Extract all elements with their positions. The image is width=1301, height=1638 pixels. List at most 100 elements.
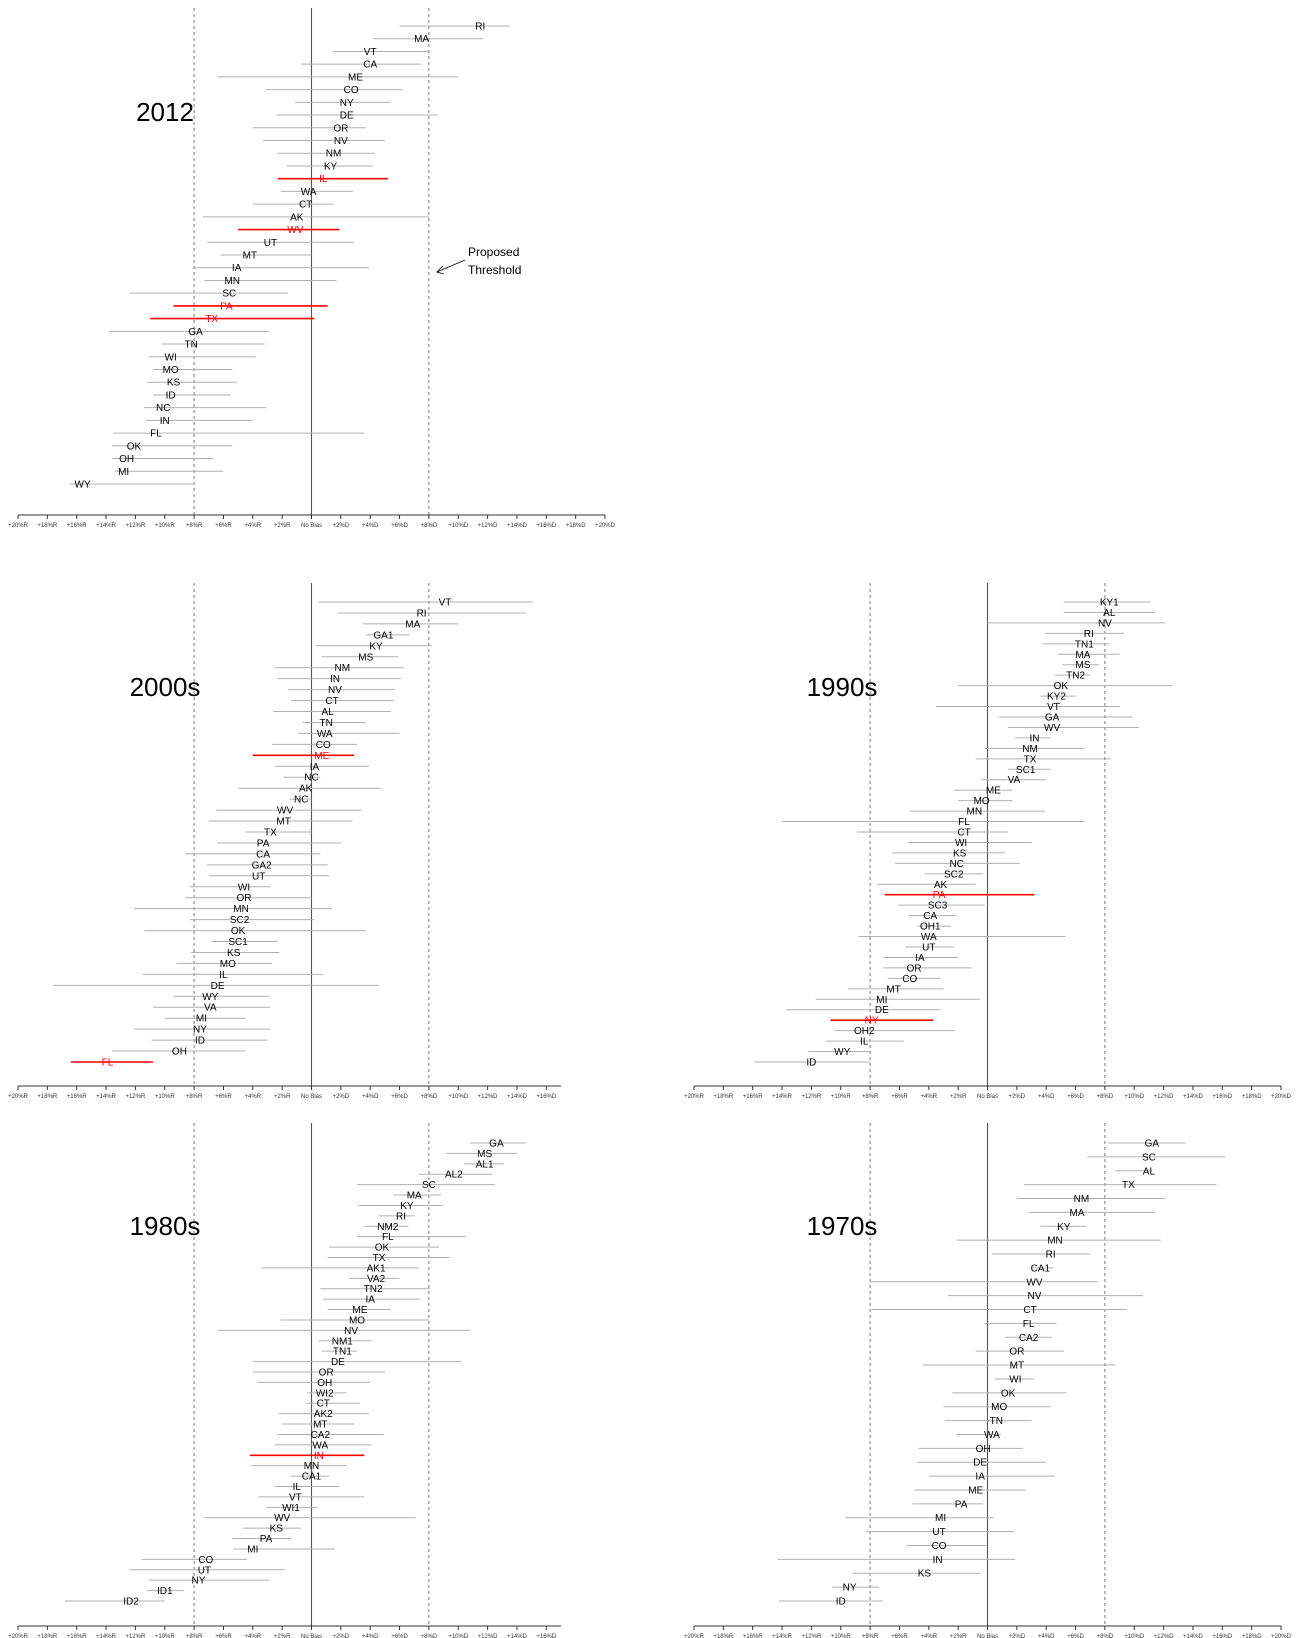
x-tick-label: +8%D (421, 1094, 438, 1100)
state-label-me: ME (986, 786, 1001, 797)
state-label-mo: MO (220, 959, 236, 970)
state-label-ut: UT (922, 943, 935, 954)
state-label-al: AL (1143, 1166, 1156, 1177)
state-label-tx: TX (1024, 754, 1037, 765)
state-label-co: CO (316, 740, 331, 751)
x-tick-label: +12%D (478, 1094, 499, 1100)
state-label-ri: RI (417, 608, 427, 619)
state-label-wa: WA (312, 1440, 328, 1451)
state-label-ks: KS (227, 948, 241, 959)
x-tick-label: +12%R (801, 1634, 822, 1638)
state-label-fl: FL (102, 1058, 114, 1069)
x-tick-label: +14%R (96, 1094, 117, 1100)
state-label-mn: MN (967, 807, 983, 818)
state-label-co: CO (344, 85, 359, 96)
state-label-nc: NC (304, 773, 318, 784)
state-label-wi: WI (165, 352, 177, 363)
state-label-ca2: CA2 (1019, 1333, 1039, 1344)
state-label-ct: CT (317, 1399, 330, 1410)
state-label-tn1: TN1 (1075, 639, 1094, 650)
x-tick-label: +6%R (215, 1094, 232, 1100)
x-tick-label: +6%R (215, 523, 232, 529)
x-tick-label: +12%D (1154, 1634, 1175, 1638)
state-label-ri: RI (475, 22, 485, 33)
x-tick-label: No Bias (301, 1634, 322, 1638)
state-label-or: OR (333, 123, 348, 134)
x-tick-label: +8%R (186, 1634, 203, 1638)
state-label-ks: KS (953, 848, 967, 859)
state-label-ri: RI (1046, 1250, 1056, 1261)
state-label-va2: VA2 (367, 1274, 386, 1285)
x-tick-label: +10%R (155, 523, 176, 529)
x-tick-label: +6%D (391, 1634, 408, 1638)
state-label-mt: MT (313, 1420, 327, 1431)
x-tick-label: +12%R (125, 523, 146, 529)
state-label-ct: CT (1023, 1305, 1036, 1316)
state-label-ca: CA (923, 911, 937, 922)
state-label-nm: NM (335, 663, 351, 674)
state-label-ms: MS (477, 1149, 492, 1160)
x-tick-label: +2%D (333, 523, 350, 529)
x-tick-label: +4%D (362, 1634, 379, 1638)
state-label-ut: UT (198, 1565, 211, 1576)
x-tick-label: +16%R (743, 1634, 764, 1638)
x-tick-label: +10%D (448, 1094, 469, 1100)
state-label-ga2: GA2 (252, 860, 272, 871)
state-label-fl: FL (1023, 1319, 1035, 1330)
state-label-mt: MT (276, 817, 290, 828)
annotation-text: Threshold (468, 263, 521, 277)
x-tick-label: +16%D (1212, 1634, 1233, 1638)
x-tick-label: +10%R (155, 1094, 176, 1100)
state-label-nm: NM (1022, 744, 1038, 755)
x-tick-label: +4%R (245, 523, 262, 529)
state-label-ky2: KY2 (1047, 692, 1066, 703)
x-tick-label: +10%R (155, 1634, 176, 1638)
state-label-id2: ID2 (123, 1597, 139, 1608)
state-label-wv: WV (274, 1513, 290, 1524)
state-label-oh: OH (317, 1378, 332, 1389)
state-label-id: ID (836, 1597, 846, 1608)
x-tick-label: +20%R (8, 523, 29, 529)
x-tick-label: +2%D (1009, 1634, 1026, 1638)
state-label-ut: UT (932, 1527, 945, 1538)
state-label-co: CO (198, 1555, 213, 1566)
x-tick-label: +4%R (245, 1094, 262, 1100)
state-label-tn1: TN1 (333, 1347, 352, 1358)
x-tick-label: +20%D (1271, 1634, 1292, 1638)
x-tick-label: +2%R (274, 523, 291, 529)
state-label-nv: NV (334, 136, 348, 147)
state-label-mo: MO (991, 1402, 1007, 1413)
x-tick-label: +6%D (1067, 1094, 1084, 1100)
state-label-fl: FL (382, 1232, 394, 1243)
state-label-mn: MN (224, 276, 240, 287)
state-label-ia: IA (232, 263, 242, 274)
state-label-or: OR (236, 893, 251, 904)
state-label-il: IL (219, 970, 228, 981)
state-label-ky: KY (369, 641, 383, 652)
state-label-me: ME (314, 751, 329, 762)
x-tick-label: +16%D (536, 523, 557, 529)
x-tick-label: +12%R (125, 1634, 146, 1638)
x-tick-label: +4%D (362, 523, 379, 529)
state-label-sc: SC (422, 1180, 436, 1191)
state-label-wi: WI (1009, 1374, 1021, 1385)
state-label-me: ME (968, 1485, 983, 1496)
x-tick-label: +18%D (1242, 1634, 1263, 1638)
state-label-in: IN (933, 1555, 943, 1566)
x-tick-label: +2%R (950, 1094, 967, 1100)
state-label-de: DE (211, 981, 225, 992)
state-label-vt: VT (364, 47, 377, 58)
state-label-ms: MS (358, 652, 373, 663)
x-tick-label: +14%D (507, 1094, 528, 1100)
x-tick-label: +10%D (1124, 1634, 1145, 1638)
state-label-ny: NY (340, 98, 354, 109)
state-label-vt: VT (289, 1492, 302, 1503)
state-label-wa: WA (317, 729, 333, 740)
state-label-nc: NC (294, 795, 308, 806)
state-label-wa: WA (984, 1430, 1000, 1441)
state-label-mn: MN (233, 904, 249, 915)
x-tick-label: +6%R (215, 1634, 232, 1638)
state-label-wv: WV (1026, 1277, 1042, 1288)
x-tick-label: +16%R (67, 523, 88, 529)
state-label-ri: RI (396, 1211, 406, 1222)
